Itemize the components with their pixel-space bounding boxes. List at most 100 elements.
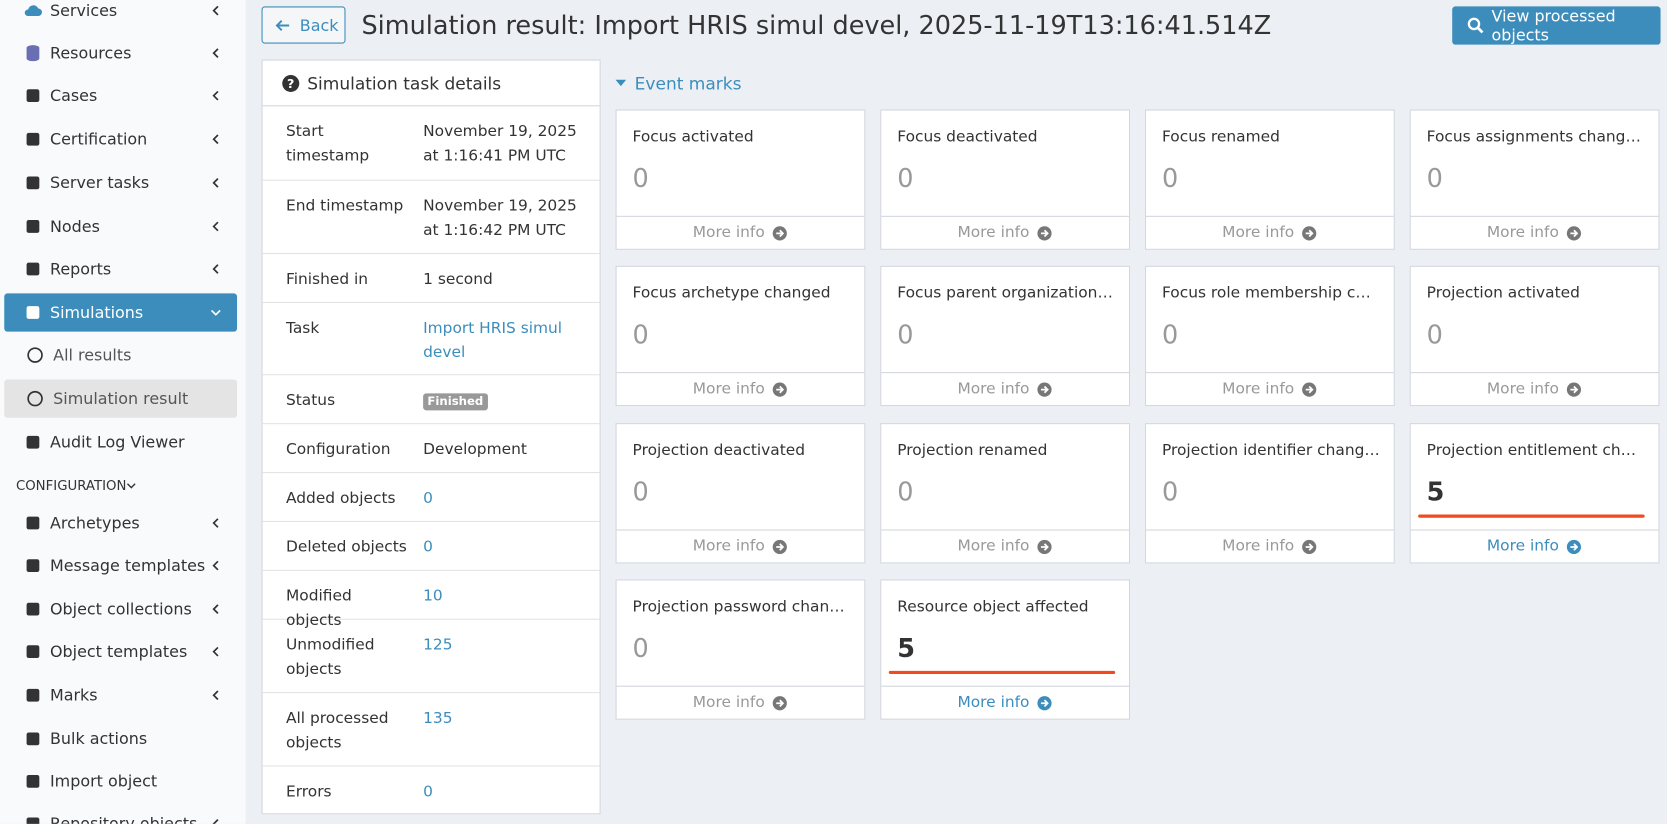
event-card: Focus archetype changed 0 More info xyxy=(615,265,866,407)
more-info-label: More info xyxy=(1222,224,1295,242)
detail-link[interactable]: 135 xyxy=(423,710,453,728)
card-label: Projection password changed xyxy=(632,598,851,616)
detail-value[interactable]: 0 xyxy=(423,487,582,511)
card-separator xyxy=(1146,372,1394,374)
nav-icon xyxy=(26,132,40,146)
nav-label: Resources xyxy=(49,43,132,63)
more-info-icon xyxy=(1302,382,1317,397)
nav-item[interactable]: All results xyxy=(4,336,237,374)
nav-item[interactable]: Reports xyxy=(4,250,237,288)
detail-link[interactable]: 10 xyxy=(423,587,443,605)
view-processed-button[interactable]: View processed objects xyxy=(1452,6,1661,45)
nav-chevron xyxy=(212,134,219,145)
more-info-link[interactable]: More info xyxy=(1146,217,1394,249)
back-label: Back xyxy=(299,15,339,35)
detail-label: Unmodified objects xyxy=(285,636,375,678)
more-info-icon xyxy=(1302,539,1317,554)
card-separator xyxy=(881,215,1130,217)
nav-icon xyxy=(26,516,40,530)
more-info-link[interactable]: More info xyxy=(1411,530,1659,562)
card-separator xyxy=(881,372,1130,374)
more-info-link[interactable]: More info xyxy=(617,687,865,719)
more-info-label: More info xyxy=(1486,380,1559,398)
card-label: Focus activated xyxy=(632,128,754,146)
nav-label: Archetypes xyxy=(49,513,140,533)
card-separator xyxy=(616,529,865,531)
nav-item[interactable]: Cases xyxy=(4,77,237,115)
detail-row: End timestamp November 19, 2025 at 1:16:4… xyxy=(262,181,600,255)
nav-item[interactable]: Resources xyxy=(4,34,237,72)
status-badge: Finished xyxy=(423,393,488,411)
nav-item[interactable]: Marks xyxy=(4,676,237,714)
more-info-label: More info xyxy=(692,694,765,712)
more-info-icon xyxy=(1037,695,1052,710)
detail-link[interactable]: Import HRIS simul devel xyxy=(423,319,563,361)
nav-item[interactable]: Nodes xyxy=(4,207,237,245)
more-info-icon xyxy=(1302,225,1317,240)
detail-link[interactable]: 0 xyxy=(423,783,433,801)
detail-link[interactable]: 0 xyxy=(423,490,433,508)
nav-item[interactable]: Import object xyxy=(4,762,237,800)
detail-value: November 19, 2025 at 1:16:41 PM UTC xyxy=(423,120,582,168)
more-info-label: More info xyxy=(692,224,765,242)
nav-item[interactable]: Server tasks xyxy=(4,164,237,202)
nav-item[interactable]: Audit Log Viewer xyxy=(4,423,237,461)
more-info-icon xyxy=(773,382,788,397)
more-info-link[interactable]: More info xyxy=(1411,373,1659,405)
nav-item[interactable]: Object collections xyxy=(4,590,237,628)
nav-item[interactable]: Simulations xyxy=(4,293,238,332)
detail-value[interactable]: 0 xyxy=(423,780,582,804)
detail-link[interactable]: 125 xyxy=(423,636,453,654)
detail-label: Errors xyxy=(285,783,332,801)
more-info-link[interactable]: More info xyxy=(617,217,865,249)
detail-link[interactable]: 0 xyxy=(423,538,433,557)
nav-icon xyxy=(26,89,40,103)
more-info-icon xyxy=(773,539,788,554)
more-info-link[interactable]: More info xyxy=(1146,373,1394,405)
nav-item[interactable]: Certification xyxy=(4,120,237,158)
detail-label: Configuration xyxy=(285,441,391,459)
detail-value[interactable]: 125 xyxy=(423,634,582,658)
nav-item[interactable]: Message templates xyxy=(4,546,237,584)
nav-icon xyxy=(26,645,40,659)
more-info-link[interactable]: More info xyxy=(881,687,1129,719)
card-value: 0 xyxy=(632,477,649,508)
more-info-icon xyxy=(1567,539,1582,554)
event-card: Focus renamed 0 More info xyxy=(1144,109,1395,250)
detail-row: All processed objects 135 xyxy=(262,693,600,767)
detail-row: Configuration Development xyxy=(262,424,600,474)
more-info-link[interactable]: More info xyxy=(617,530,865,562)
nav-item[interactable]: Repository objects xyxy=(4,805,237,824)
detail-value[interactable]: Import HRIS simul devel xyxy=(423,317,582,365)
back-icon xyxy=(275,20,290,31)
nav-item[interactable]: Services xyxy=(4,0,237,30)
more-info-label: More info xyxy=(692,380,765,398)
event-card: Projection activated 0 More info xyxy=(1409,265,1660,407)
nav-item[interactable]: Object templates xyxy=(4,633,237,671)
view-label: View processed objects xyxy=(1491,6,1616,45)
more-info-link[interactable]: More info xyxy=(881,530,1129,562)
detail-row: Status Finished xyxy=(262,375,600,425)
more-info-link[interactable]: More info xyxy=(881,373,1129,405)
detail-value[interactable]: 10 xyxy=(423,585,582,609)
nav-item[interactable]: Bulk actions xyxy=(4,720,237,758)
back-button[interactable]: Back xyxy=(261,6,346,44)
detail-value[interactable]: 135 xyxy=(423,707,582,731)
more-info-link[interactable]: More info xyxy=(881,217,1129,249)
nav-item[interactable]: Simulation result xyxy=(4,379,238,418)
card-value: 5 xyxy=(1426,477,1445,508)
more-info-label: More info xyxy=(957,380,1030,398)
more-info-link[interactable]: More info xyxy=(1146,530,1394,562)
more-info-link[interactable]: More info xyxy=(617,373,865,405)
event-card: Projection identifier changed 0 More info xyxy=(1144,423,1395,564)
nav-item[interactable]: Archetypes xyxy=(4,504,237,542)
more-info-link[interactable]: More info xyxy=(1411,217,1659,249)
nav-icon xyxy=(27,390,43,407)
svg-text:?: ? xyxy=(287,77,294,92)
card-label: Focus assignments changed xyxy=(1426,128,1645,146)
card-label: Projection entitlement changed xyxy=(1426,442,1645,460)
nav-icon xyxy=(26,602,40,616)
event-marks-toggle[interactable]: Event marks xyxy=(615,70,742,96)
detail-value[interactable]: 0 xyxy=(423,536,582,560)
more-info-icon xyxy=(773,225,788,240)
